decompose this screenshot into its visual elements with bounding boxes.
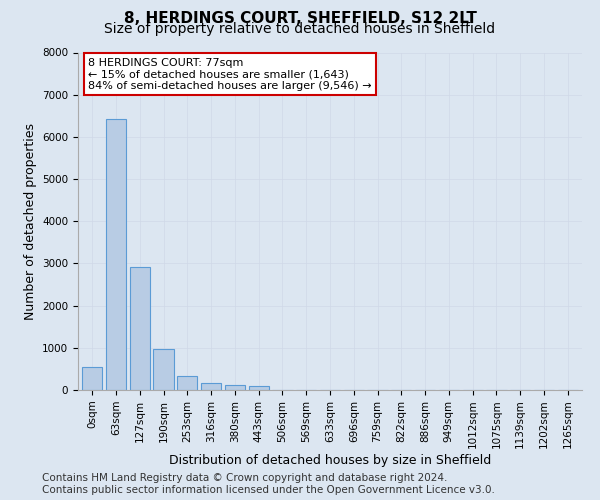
Bar xyxy=(177,376,197,390)
X-axis label: Distribution of detached houses by size in Sheffield: Distribution of detached houses by size … xyxy=(169,454,491,467)
Text: Size of property relative to detached houses in Sheffield: Size of property relative to detached ho… xyxy=(104,22,496,36)
Bar xyxy=(201,383,221,390)
Text: 8, HERDINGS COURT, SHEFFIELD, S12 2LT: 8, HERDINGS COURT, SHEFFIELD, S12 2LT xyxy=(124,11,476,26)
Bar xyxy=(130,267,150,390)
Bar xyxy=(248,386,269,390)
Bar xyxy=(82,367,103,390)
Bar xyxy=(154,349,173,390)
Bar xyxy=(106,118,126,390)
Y-axis label: Number of detached properties: Number of detached properties xyxy=(23,122,37,320)
Bar xyxy=(225,385,245,390)
Text: Contains HM Land Registry data © Crown copyright and database right 2024.
Contai: Contains HM Land Registry data © Crown c… xyxy=(42,474,495,495)
Text: 8 HERDINGS COURT: 77sqm
← 15% of detached houses are smaller (1,643)
84% of semi: 8 HERDINGS COURT: 77sqm ← 15% of detache… xyxy=(88,58,372,91)
